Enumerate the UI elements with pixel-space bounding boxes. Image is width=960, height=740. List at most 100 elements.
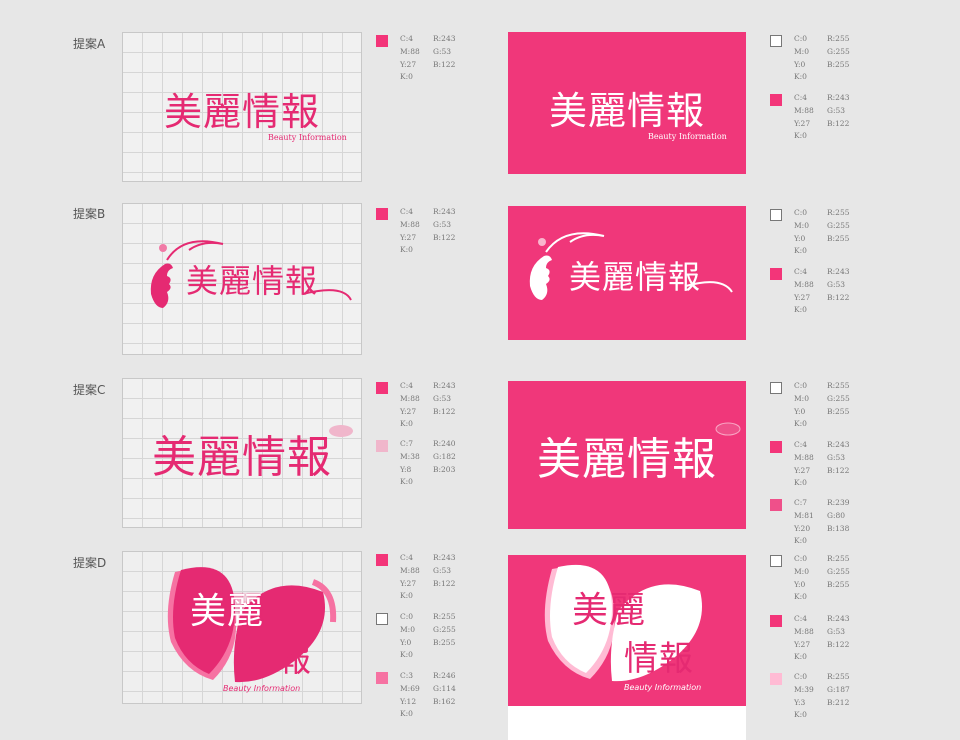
rgb-value: G:53	[433, 46, 452, 56]
proposal-b-logo-reverse: 美麗情報	[508, 206, 746, 340]
rgb-value: R:243	[827, 440, 850, 449]
proposal-b-logo-grid: 美麗情報	[122, 203, 362, 355]
woman-profile-icon	[150, 263, 173, 308]
color-spec: C:3 R:246 M:69 G:114 Y:12 B:162 K:0	[400, 670, 456, 721]
rgb-value: G:182	[433, 451, 456, 461]
color-swatch	[770, 382, 782, 394]
cmyk-value: Y:27	[400, 578, 417, 588]
rgb-value: B:255	[827, 233, 850, 243]
cmyk-value: K:0	[794, 478, 807, 488]
color-spec: C:0 R:255 M:0 G:255 Y:0 B:255 K:0	[794, 553, 850, 604]
cmyk-value: K:0	[794, 536, 807, 546]
rgb-value: G:53	[433, 565, 452, 575]
proposal-b-face-swirl-white	[529, 232, 733, 300]
cmyk-value: Y:27	[794, 118, 811, 128]
proposal-c-lips-white	[715, 422, 741, 436]
cmyk-value: C:4	[794, 267, 808, 276]
cmyk-value: M:0	[794, 566, 809, 576]
color-spec: C:4 R:243 M:88 G:53 Y:27 B:122 K:0	[400, 206, 456, 257]
rgb-value: B:212	[827, 697, 850, 707]
color-spec: C:4 R:243 M:88 G:53 Y:27 B:122 K:0	[794, 266, 850, 317]
rgb-value: G:255	[433, 624, 456, 634]
rgb-value: G:255	[827, 46, 850, 56]
cmyk-value: K:0	[400, 245, 413, 255]
proposal-a-subtitle: Beauty Information	[268, 133, 347, 142]
proposal-c-label: 提案C	[73, 383, 106, 397]
cmyk-value: Y:0	[794, 59, 806, 69]
cmyk-value: M:88	[794, 279, 814, 289]
proposal-d-logo-bottom: 情報	[242, 640, 312, 680]
proposal-b-face-swirl	[150, 240, 352, 308]
proposal-a-logo: 美麗情報	[163, 90, 320, 134]
rgb-value: R:243	[827, 267, 850, 276]
cmyk-value: K:0	[794, 710, 807, 720]
cmyk-value: Y:3	[794, 697, 806, 707]
rgb-value: R:255	[827, 672, 850, 681]
bottom-white-strip	[508, 706, 746, 740]
rgb-value: R:243	[433, 553, 456, 562]
woman-profile-icon	[529, 255, 552, 300]
cmyk-value: K:0	[400, 709, 413, 719]
color-spec: C:0 R:255 M:0 G:255 Y:0 B:255 K:0	[794, 33, 850, 84]
cmyk-value: C:4	[400, 381, 414, 390]
proposal-a-logo-reverse: 美麗情報 Beauty Information	[508, 32, 746, 174]
rgb-value: G:255	[827, 220, 850, 230]
rgb-value: G:187	[827, 684, 850, 694]
proposal-d-butterfly-white	[544, 564, 702, 682]
cmyk-value: C:0	[794, 381, 808, 390]
cmyk-value: M:88	[794, 452, 814, 462]
rgb-value: G:255	[827, 393, 850, 403]
cmyk-value: C:0	[794, 34, 808, 43]
cmyk-value: M:88	[400, 565, 420, 575]
rgb-value: B:122	[827, 118, 850, 128]
cmyk-value: C:7	[400, 439, 414, 448]
rgb-value: R:255	[827, 554, 850, 563]
cmyk-value: K:0	[400, 419, 413, 429]
cmyk-value: C:4	[400, 34, 414, 43]
color-spec: C:4 R:243 M:88 G:53 Y:27 B:122 K:0	[794, 613, 850, 664]
proposal-d-butterfly	[167, 567, 337, 683]
rgb-value: G:53	[827, 452, 846, 462]
rgb-value: R:255	[827, 381, 850, 390]
cmyk-value: Y:27	[794, 292, 811, 302]
cmyk-value: M:0	[794, 393, 809, 403]
rgb-value: G:53	[433, 219, 452, 229]
proposal-a-logo-white: 美麗情報	[548, 89, 705, 133]
rgb-value: B:122	[433, 232, 456, 242]
proposal-c-logo-white: 美麗情報	[537, 434, 717, 485]
rgb-value: B:122	[827, 465, 850, 475]
proposal-d-logo-bottom-pink: 情報	[624, 639, 694, 679]
cmyk-value: C:4	[794, 93, 808, 102]
cmyk-value: K:0	[400, 650, 413, 660]
rgb-value: B:162	[433, 696, 456, 706]
rgb-value: G:53	[827, 626, 846, 636]
cmyk-value: C:7	[794, 498, 808, 507]
cmyk-value: C:0	[400, 612, 414, 621]
proposal-c-lips	[329, 425, 353, 437]
proposal-c-logo: 美麗情報	[152, 432, 332, 483]
cmyk-value: Y:27	[400, 59, 417, 69]
color-spec: C:7 R:240 M:38 G:182 Y:8 B:203 K:0	[400, 438, 456, 489]
rgb-value: R:243	[433, 34, 456, 43]
cmyk-value: M:88	[400, 46, 420, 56]
cmyk-value: M:0	[794, 46, 809, 56]
color-swatch	[770, 209, 782, 221]
rgb-value: B:255	[827, 406, 850, 416]
cmyk-value: M:69	[400, 683, 420, 693]
cmyk-value: M:88	[794, 626, 814, 636]
color-spec: C:4 R:243 M:88 G:53 Y:27 B:122 K:0	[400, 33, 456, 84]
proposal-d-logo-grid: 美麗 情報 Beauty Information	[122, 551, 362, 704]
rgb-value: R:240	[433, 439, 456, 448]
rgb-value: B:203	[433, 464, 456, 474]
rgb-value: R:243	[433, 207, 456, 216]
rgb-value: R:243	[827, 93, 850, 102]
cmyk-value: M:38	[400, 451, 420, 461]
color-spec: C:4 R:243 M:88 G:53 Y:27 B:122 K:0	[400, 552, 456, 603]
color-swatch	[770, 555, 782, 567]
cmyk-value: C:4	[794, 614, 808, 623]
cmyk-value: C:4	[400, 553, 414, 562]
color-swatch	[376, 672, 388, 684]
cmyk-value: Y:27	[400, 232, 417, 242]
cmyk-value: Y:27	[400, 406, 417, 416]
proposal-d-logo-top: 美麗	[189, 591, 264, 632]
